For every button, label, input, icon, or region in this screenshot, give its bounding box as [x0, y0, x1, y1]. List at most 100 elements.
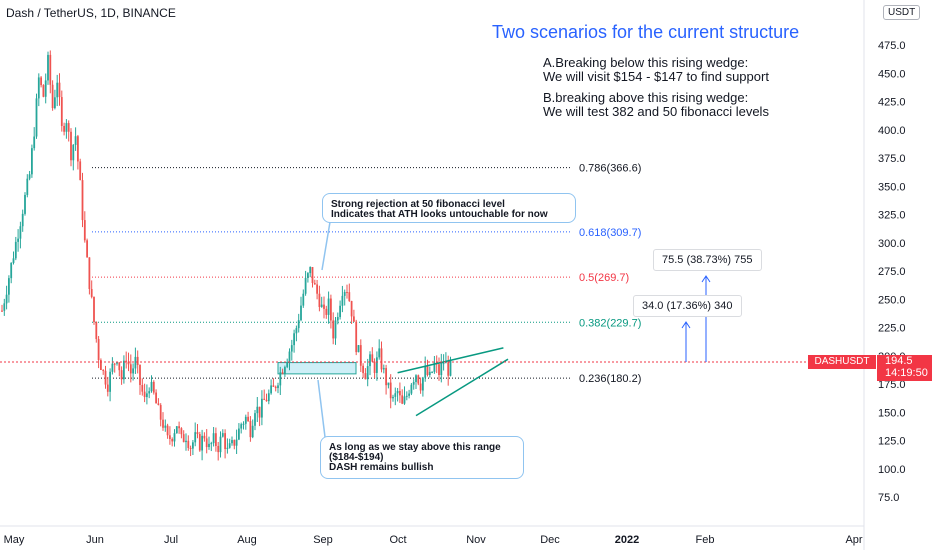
candle-body — [261, 398, 263, 418]
candle-body — [258, 406, 261, 418]
candle-body — [5, 294, 8, 304]
candle-body — [215, 433, 217, 446]
candle-body — [376, 357, 378, 373]
candle-body — [17, 238, 19, 242]
wedge-lower-line[interactable] — [415, 358, 509, 417]
candle-body — [254, 413, 256, 426]
candle-body — [244, 416, 247, 424]
callout-support-range[interactable]: As long as we stay above this range ($18… — [320, 436, 524, 479]
candle-body — [95, 322, 98, 340]
candle-body — [396, 390, 399, 394]
candle-body — [10, 262, 13, 279]
projection-arrow-long[interactable] — [701, 275, 711, 362]
support-range-box[interactable] — [277, 362, 357, 375]
candle-body — [93, 296, 95, 323]
candle-body — [387, 382, 390, 386]
candle-body — [143, 391, 146, 398]
candle-body — [146, 393, 148, 398]
time-axis[interactable]: May Jun Jul Aug Sep Oct Nov Dec 2022 Feb Apr — [4, 534, 863, 546]
price-tag-symbol: DASHUSDT — [808, 355, 876, 369]
y-tick-label: 250.0 — [878, 294, 906, 306]
candle-body — [394, 393, 397, 397]
candle-body — [21, 213, 24, 227]
candle-body — [132, 368, 134, 374]
candle-body — [201, 435, 203, 451]
candle-body — [169, 435, 171, 440]
x-tick-label: Feb — [696, 534, 715, 546]
candle-body — [171, 439, 174, 442]
candle-body — [47, 54, 49, 81]
y-tick-label: 325.0 — [878, 210, 906, 222]
candle-body — [235, 439, 238, 446]
candle-body — [382, 368, 385, 370]
candle-body — [286, 361, 289, 368]
candle-body — [240, 424, 243, 429]
candle-body — [265, 399, 268, 402]
candle-body — [272, 385, 275, 387]
candle-body — [79, 161, 82, 181]
candle-body — [123, 360, 125, 380]
candle-body — [284, 367, 286, 374]
candle-body — [67, 123, 70, 132]
x-tick-label: May — [4, 534, 25, 546]
candle-body — [341, 295, 344, 306]
candle-body — [332, 320, 335, 339]
candle-body — [83, 220, 86, 241]
candle-body — [86, 240, 88, 258]
fib-level-label: 0.5(269.7) — [579, 272, 629, 284]
candle-body — [113, 363, 116, 365]
candle-body — [433, 362, 436, 372]
fibonacci-levels: 0.786(366.6) 0.618(309.7) 0.5(269.7) 0.382(… — [92, 163, 641, 385]
fib-level-label: 0.786(366.6) — [579, 163, 641, 175]
candle-body — [72, 144, 75, 161]
candle-body — [139, 364, 141, 385]
candle-body — [428, 371, 431, 375]
candle-body — [14, 241, 17, 259]
candle-body — [302, 293, 305, 306]
x-tick-label: 2022 — [615, 534, 639, 546]
candle-body — [316, 284, 318, 294]
candle-body — [1, 310, 3, 312]
candle-body — [194, 432, 197, 443]
candle-body — [26, 178, 29, 195]
candle-body — [267, 393, 270, 402]
candle-body — [417, 375, 420, 384]
y-tick-label: 350.0 — [878, 181, 906, 193]
candle-body — [28, 174, 31, 179]
fib-level-label: 0.382(229.7) — [579, 317, 641, 329]
rising-wedge[interactable] — [397, 347, 509, 417]
candle-body — [56, 82, 59, 98]
candle-body — [369, 354, 371, 367]
candle-body — [111, 363, 114, 372]
fib-level-label: 0.236(180.2) — [579, 373, 641, 385]
candle-body — [348, 292, 351, 301]
projection-arrow-short[interactable] — [681, 321, 691, 362]
candle-body — [212, 433, 215, 444]
candle-body — [196, 432, 199, 435]
candle-body — [104, 370, 107, 385]
symbol-title[interactable]: Dash / TetherUS, 1D, BINANCE — [6, 6, 176, 20]
candle-body — [293, 333, 295, 346]
candle-body — [60, 97, 63, 126]
candle-body — [422, 377, 424, 391]
x-tick-label: Oct — [389, 534, 406, 546]
candle-body — [65, 123, 68, 132]
x-tick-label: Sep — [313, 534, 333, 546]
measure-label-short[interactable]: 34.0 (17.36%) 340 — [633, 295, 742, 317]
candle-body — [187, 440, 190, 448]
candle-body — [327, 298, 330, 315]
measure-label-long[interactable]: 75.5 (38.73%) 755 — [653, 249, 762, 271]
wedge-upper-line[interactable] — [397, 347, 504, 374]
candle-body — [295, 328, 298, 334]
y-tick-label: 100.0 — [878, 464, 906, 476]
candle-body — [125, 360, 128, 362]
y-tick-label: 375.0 — [878, 153, 906, 165]
currency-button[interactable]: USDT — [883, 5, 921, 20]
candle-body — [249, 421, 252, 438]
price-axis[interactable]: 75.0100.0125.0150.0175.0200.0225.0250.02… — [878, 40, 906, 504]
callout-rejection[interactable]: Strong rejection at 50 fibonacci level I… — [322, 193, 576, 223]
candle-body — [359, 345, 362, 366]
headline: Two scenarios for the current structure — [492, 22, 800, 42]
candle-body — [31, 148, 33, 175]
